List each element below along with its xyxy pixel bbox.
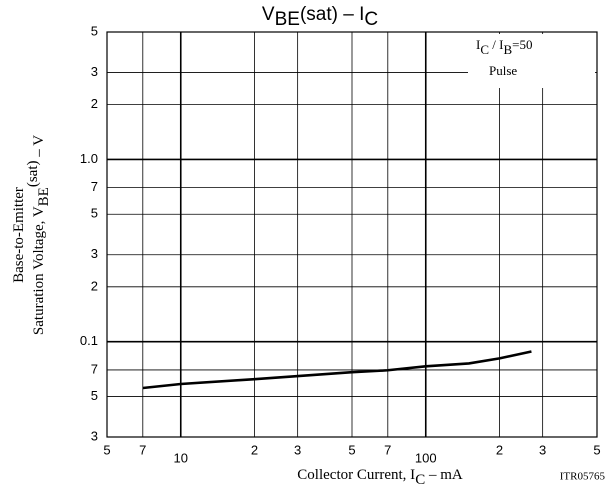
x-tick-label: 3 [539,442,546,457]
x-tick-label: 5 [103,442,110,457]
x-tick-label: 10 [174,450,188,465]
chart-title-part: (sat) – I [300,4,364,25]
y-axis-label-part: Saturation Voltage, V [31,206,47,335]
y-tick-label: 1.0 [80,151,98,166]
y-tick-label: 3 [91,428,98,443]
y-axis-label-part: BE [36,187,52,206]
x-axis-label-part: C [415,472,425,488]
annotation-part: Pulse [489,63,517,78]
plot-frame [106,31,598,438]
y-tick-label: 7 [91,179,98,194]
y-axis-label-part: Base-to-Emitter [11,187,27,283]
annotation-part: / I [489,37,503,52]
x-tick-label: 5 [593,442,600,457]
figure-id: ITR05765 [560,471,606,483]
curve [142,350,532,390]
chart-title-part: C [364,9,378,30]
x-tick-label: 5 [348,442,355,457]
annotation-part: C [480,42,489,57]
y-axis-label-part: (sat) [25,160,41,187]
x-tick-label: 3 [294,442,301,457]
annotation-part: =50 [512,37,532,52]
x-tick-label: 7 [139,442,146,457]
annotation: IC / IB=50 [476,37,532,57]
x-tick-label: 2 [496,442,503,457]
y-axis-label: Saturation Voltage, VBE(sat) – V [25,135,52,335]
y-tick-label: 5 [91,206,98,221]
y-tick-label: 2 [91,278,98,293]
y-tick-label: 7 [91,361,98,376]
x-tick-label: 100 [415,450,437,465]
y-tick-label: 5 [91,388,98,403]
x-tick-label: 7 [384,442,391,457]
chart-title-part: BE [275,9,300,30]
annotation: Pulse [489,63,517,78]
y-tick-label: 5 [91,23,98,38]
x-axis-label-part: – mA [425,467,463,483]
y-tick-label: 3 [91,246,98,261]
annotation-part: I [476,37,480,52]
y-tick-label: 3 [91,64,98,79]
chart-title-part: V [262,4,275,25]
annotation-box [468,34,595,88]
x-tick-label: 2 [251,442,258,457]
x-axis-label: Collector Current, IC – mA [297,467,463,488]
y-tick-label: 0.1 [80,333,98,348]
y-axis-label-part: – V [31,135,47,161]
chart-title: VBE(sat) – IC [262,4,378,30]
x-axis-label-part: Collector Current, I [297,467,415,483]
y-axis-label: Base-to-Emitter [11,187,27,283]
y-tick-label: 2 [91,96,98,111]
annotation-part: B [503,42,512,57]
